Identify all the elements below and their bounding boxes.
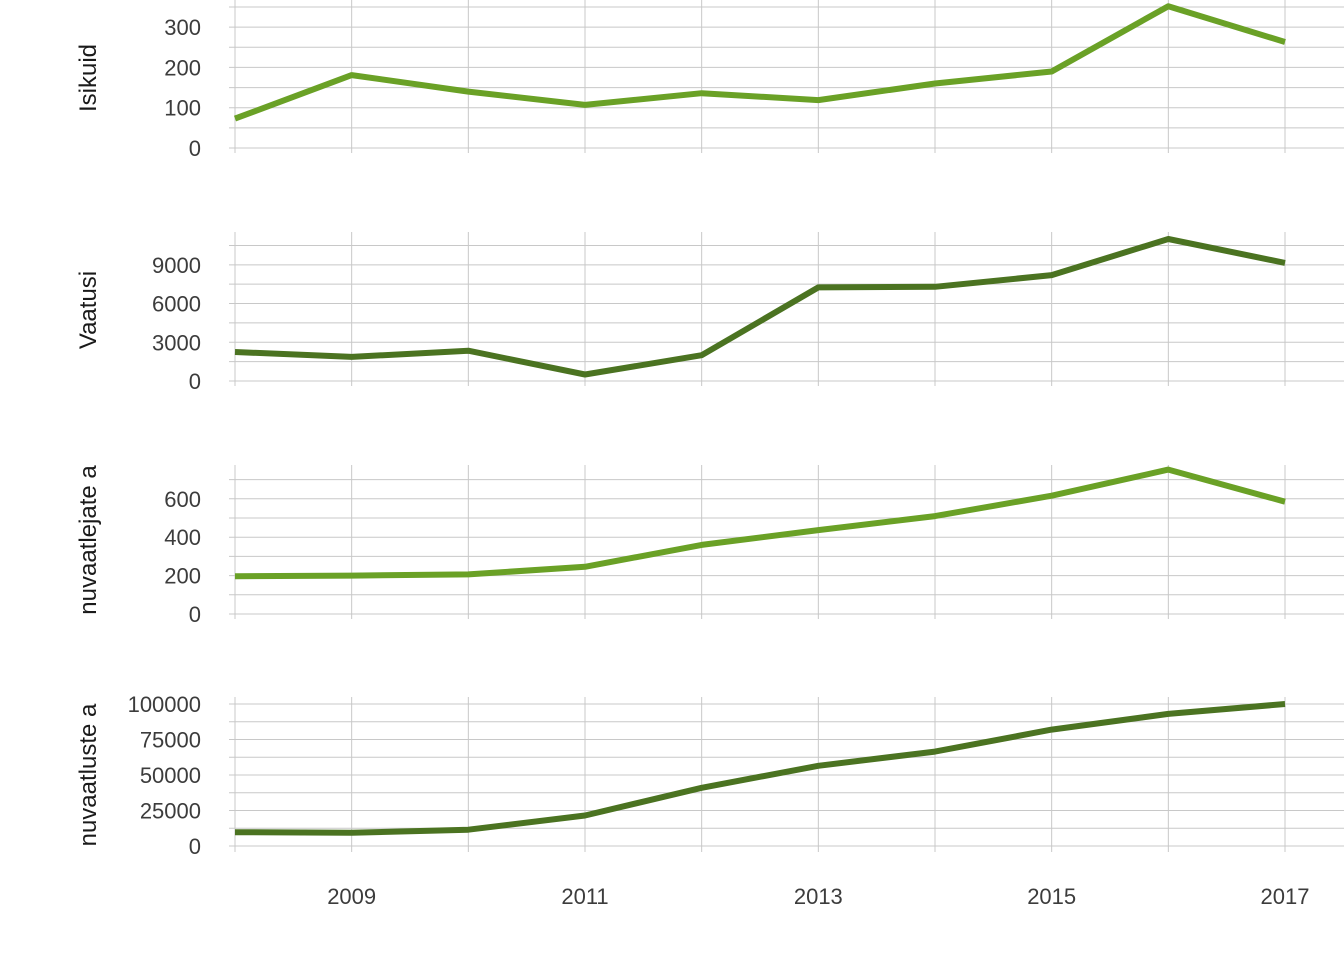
- y-tick-label: 100: [164, 96, 201, 121]
- y-tick-label: 0: [189, 834, 201, 859]
- y-axis-label-clip: nuvaatlejate a: [75, 465, 102, 615]
- y-axis-label-clip: Vaatusi: [75, 271, 102, 349]
- y-tick-label: 0: [189, 136, 201, 161]
- x-tick-label: 2017: [1261, 884, 1310, 909]
- x-tick-label: 2011: [561, 884, 608, 909]
- y-tick-label: 3000: [152, 330, 201, 355]
- series-line: [233, 3, 1286, 122]
- panel-1: 0 100 200 300 Isikuid: [75, 0, 1344, 161]
- panel-2: 0 3000 6000 9000 Vaatusi: [75, 232, 1344, 394]
- y-tick-label: 50000: [140, 763, 201, 788]
- y-tick-label: 9000: [152, 253, 201, 278]
- y-tick-label: 100000: [128, 692, 201, 717]
- x-tick-label: 2015: [1027, 884, 1076, 909]
- series-line: [234, 701, 1286, 836]
- y-tick-label: 400: [164, 525, 201, 550]
- panel-4: 0 25000 50000 75000 100000 nuvaatluste a: [75, 692, 1344, 859]
- y-tick-label: 25000: [140, 799, 201, 824]
- y-tick-label: 0: [189, 602, 201, 627]
- y-tick-label: 75000: [140, 728, 201, 753]
- x-tick-label: 2013: [794, 884, 843, 909]
- y-tick-label: 200: [164, 564, 201, 589]
- y-tick-label: 6000: [152, 292, 201, 317]
- y-axis-label: Isikuid: [75, 44, 102, 112]
- x-tick-label: 2009: [327, 884, 376, 909]
- y-axis-label-clip: nuvaatluste a: [75, 703, 102, 846]
- y-tick-label: 0: [189, 369, 201, 394]
- y-axis-label: nuvaatluste a: [75, 703, 102, 846]
- y-tick-label: 600: [164, 487, 201, 512]
- y-axis-label-clip: Isikuid: [75, 44, 102, 112]
- y-tick-label: 300: [164, 15, 201, 40]
- y-tick-label: 200: [164, 55, 201, 80]
- series-line: [234, 466, 1286, 580]
- y-axis-label: Vaatusi: [75, 271, 102, 349]
- series-line: [234, 236, 1286, 378]
- y-axis-label: nuvaatlejate a: [75, 465, 102, 615]
- panel-3: 0 200 400 600 nuvaatlejate a: [75, 465, 1344, 627]
